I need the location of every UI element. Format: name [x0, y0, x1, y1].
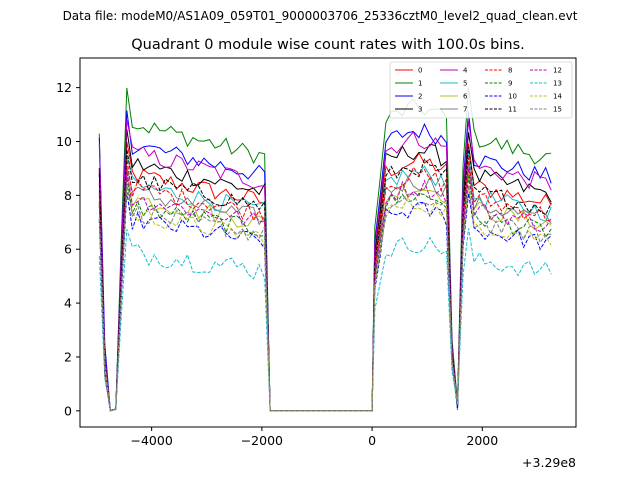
- legend-label-0: 0: [418, 67, 422, 75]
- legend-label-3: 3: [418, 106, 422, 114]
- y-tick-label-5: 10: [56, 134, 72, 149]
- series-line-9: [98, 176, 552, 412]
- y-tick-label-1: 2: [64, 349, 72, 364]
- legend-label-10: 10: [508, 93, 517, 101]
- legend-label-9: 9: [508, 80, 512, 88]
- series-line-12: [98, 168, 552, 412]
- y-tick-label-2: 4: [64, 296, 72, 311]
- legend-label-5: 5: [463, 80, 467, 88]
- series-line-1: [98, 87, 552, 412]
- x-tick-label-2: 0: [368, 433, 376, 448]
- legend-label-1: 1: [418, 80, 422, 88]
- suptitle: Data file: modeM0/AS1A09_059T01_90000037…: [63, 9, 578, 23]
- legend-box: [389, 61, 573, 119]
- legend-label-2: 2: [418, 93, 422, 101]
- y-tick-label-0: 0: [64, 403, 72, 418]
- chart-title: Quadrant 0 module wise count rates with …: [131, 37, 525, 53]
- legend-label-15: 15: [553, 106, 562, 114]
- series-line-11: [98, 146, 552, 412]
- x-tick-label-0: −4000: [130, 433, 172, 448]
- legend-label-4: 4: [463, 67, 468, 75]
- series-line-13: [98, 228, 552, 412]
- legend-label-11: 11: [508, 106, 517, 114]
- legend-label-6: 6: [463, 93, 468, 101]
- plot-area: [98, 87, 552, 412]
- series-line-3: [98, 129, 552, 412]
- series-line-15: [98, 182, 552, 412]
- series-line-4: [98, 119, 552, 412]
- x-tick-label-1: −2000: [241, 433, 283, 448]
- x-tick-label-3: 2000: [466, 433, 498, 448]
- y-tick-label-3: 6: [64, 242, 72, 257]
- series-line-8: [98, 157, 552, 412]
- y-tick-label-6: 12: [56, 80, 72, 95]
- legend-label-7: 7: [463, 106, 467, 114]
- legend-label-14: 14: [553, 93, 562, 101]
- series-line-6: [98, 171, 552, 412]
- legend-label-12: 12: [553, 67, 562, 75]
- series-line-14: [98, 185, 552, 412]
- series-line-7: [98, 161, 552, 412]
- axes-frame: [79, 57, 577, 428]
- x-offset-label: +3.29e8: [522, 455, 576, 470]
- legend-label-13: 13: [553, 80, 562, 88]
- series-line-0: [98, 141, 552, 412]
- y-tick-label-4: 8: [64, 188, 72, 203]
- legend-label-8: 8: [508, 67, 512, 75]
